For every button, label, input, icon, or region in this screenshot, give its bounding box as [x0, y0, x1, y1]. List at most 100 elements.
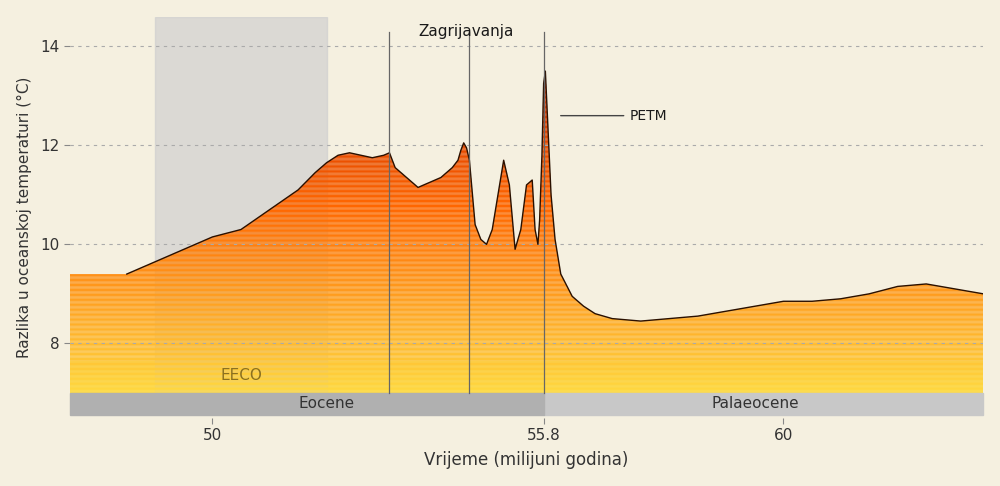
Polygon shape [70, 246, 983, 247]
Polygon shape [70, 100, 983, 101]
Polygon shape [70, 156, 983, 157]
Polygon shape [70, 124, 983, 126]
Polygon shape [70, 284, 983, 285]
Bar [70, 361, 983, 393]
Polygon shape [70, 186, 983, 187]
Polygon shape [70, 151, 983, 152]
Polygon shape [70, 93, 983, 94]
Polygon shape [70, 141, 983, 142]
Polygon shape [70, 162, 983, 163]
Text: Zagrijavanja: Zagrijavanja [419, 24, 514, 39]
Polygon shape [70, 318, 983, 319]
Polygon shape [70, 148, 983, 150]
Polygon shape [70, 181, 983, 182]
Polygon shape [70, 281, 983, 282]
Polygon shape [70, 264, 983, 265]
Polygon shape [70, 86, 983, 87]
Polygon shape [70, 120, 983, 121]
Polygon shape [70, 237, 983, 239]
Polygon shape [70, 273, 983, 274]
Polygon shape [70, 82, 983, 83]
Polygon shape [70, 285, 983, 286]
Polygon shape [70, 345, 983, 347]
Polygon shape [70, 240, 983, 241]
Polygon shape [70, 89, 983, 91]
Polygon shape [70, 386, 983, 388]
Polygon shape [70, 112, 983, 113]
Polygon shape [70, 343, 983, 344]
Polygon shape [70, 319, 983, 320]
Polygon shape [70, 216, 983, 217]
Polygon shape [70, 168, 983, 170]
Polygon shape [70, 262, 983, 264]
Polygon shape [70, 378, 983, 379]
Polygon shape [70, 212, 983, 213]
Polygon shape [70, 92, 983, 93]
Polygon shape [70, 217, 983, 219]
Polygon shape [70, 210, 983, 211]
Polygon shape [70, 280, 983, 281]
Polygon shape [70, 226, 983, 227]
Polygon shape [70, 312, 983, 314]
Polygon shape [70, 161, 983, 162]
Polygon shape [70, 390, 983, 392]
Polygon shape [70, 309, 983, 310]
Polygon shape [70, 278, 983, 279]
Polygon shape [70, 170, 983, 171]
Polygon shape [70, 235, 983, 236]
Polygon shape [70, 374, 983, 375]
X-axis label: Vrijemе (milijuni godina): Vrijemе (milijuni godina) [424, 451, 629, 469]
Polygon shape [70, 171, 983, 172]
Polygon shape [70, 234, 983, 235]
Polygon shape [70, 74, 983, 76]
Polygon shape [70, 200, 983, 201]
Polygon shape [70, 104, 983, 105]
Polygon shape [70, 139, 983, 141]
Polygon shape [70, 295, 983, 296]
Polygon shape [70, 123, 983, 124]
Polygon shape [70, 150, 983, 151]
Polygon shape [70, 108, 983, 109]
Polygon shape [70, 191, 983, 192]
Polygon shape [70, 279, 983, 280]
Polygon shape [70, 247, 983, 249]
Polygon shape [70, 392, 983, 393]
Polygon shape [70, 97, 983, 98]
Polygon shape [70, 371, 983, 373]
Polygon shape [70, 201, 983, 202]
Polygon shape [70, 159, 983, 161]
Polygon shape [70, 251, 983, 252]
Polygon shape [70, 306, 983, 308]
Polygon shape [70, 172, 983, 174]
Polygon shape [70, 113, 983, 115]
Polygon shape [70, 249, 983, 250]
Polygon shape [70, 111, 983, 112]
Polygon shape [70, 271, 983, 273]
Polygon shape [70, 215, 983, 216]
Polygon shape [70, 389, 983, 390]
Polygon shape [70, 225, 983, 226]
Polygon shape [70, 116, 983, 117]
Polygon shape [70, 314, 983, 315]
Polygon shape [70, 364, 983, 365]
Polygon shape [70, 144, 983, 146]
Polygon shape [70, 187, 983, 189]
Polygon shape [70, 332, 983, 334]
Polygon shape [70, 290, 983, 291]
Polygon shape [70, 288, 983, 289]
Polygon shape [70, 381, 983, 382]
Polygon shape [70, 101, 983, 102]
Polygon shape [70, 327, 983, 328]
Polygon shape [70, 78, 983, 79]
Polygon shape [70, 198, 983, 200]
Polygon shape [70, 224, 983, 225]
Polygon shape [70, 142, 983, 143]
Text: Palaeocene: Palaeocene [711, 397, 799, 412]
Polygon shape [70, 379, 983, 381]
Polygon shape [70, 206, 983, 207]
Polygon shape [70, 131, 983, 132]
Polygon shape [70, 231, 983, 232]
Polygon shape [70, 109, 983, 111]
Polygon shape [70, 174, 983, 176]
Polygon shape [70, 137, 983, 139]
